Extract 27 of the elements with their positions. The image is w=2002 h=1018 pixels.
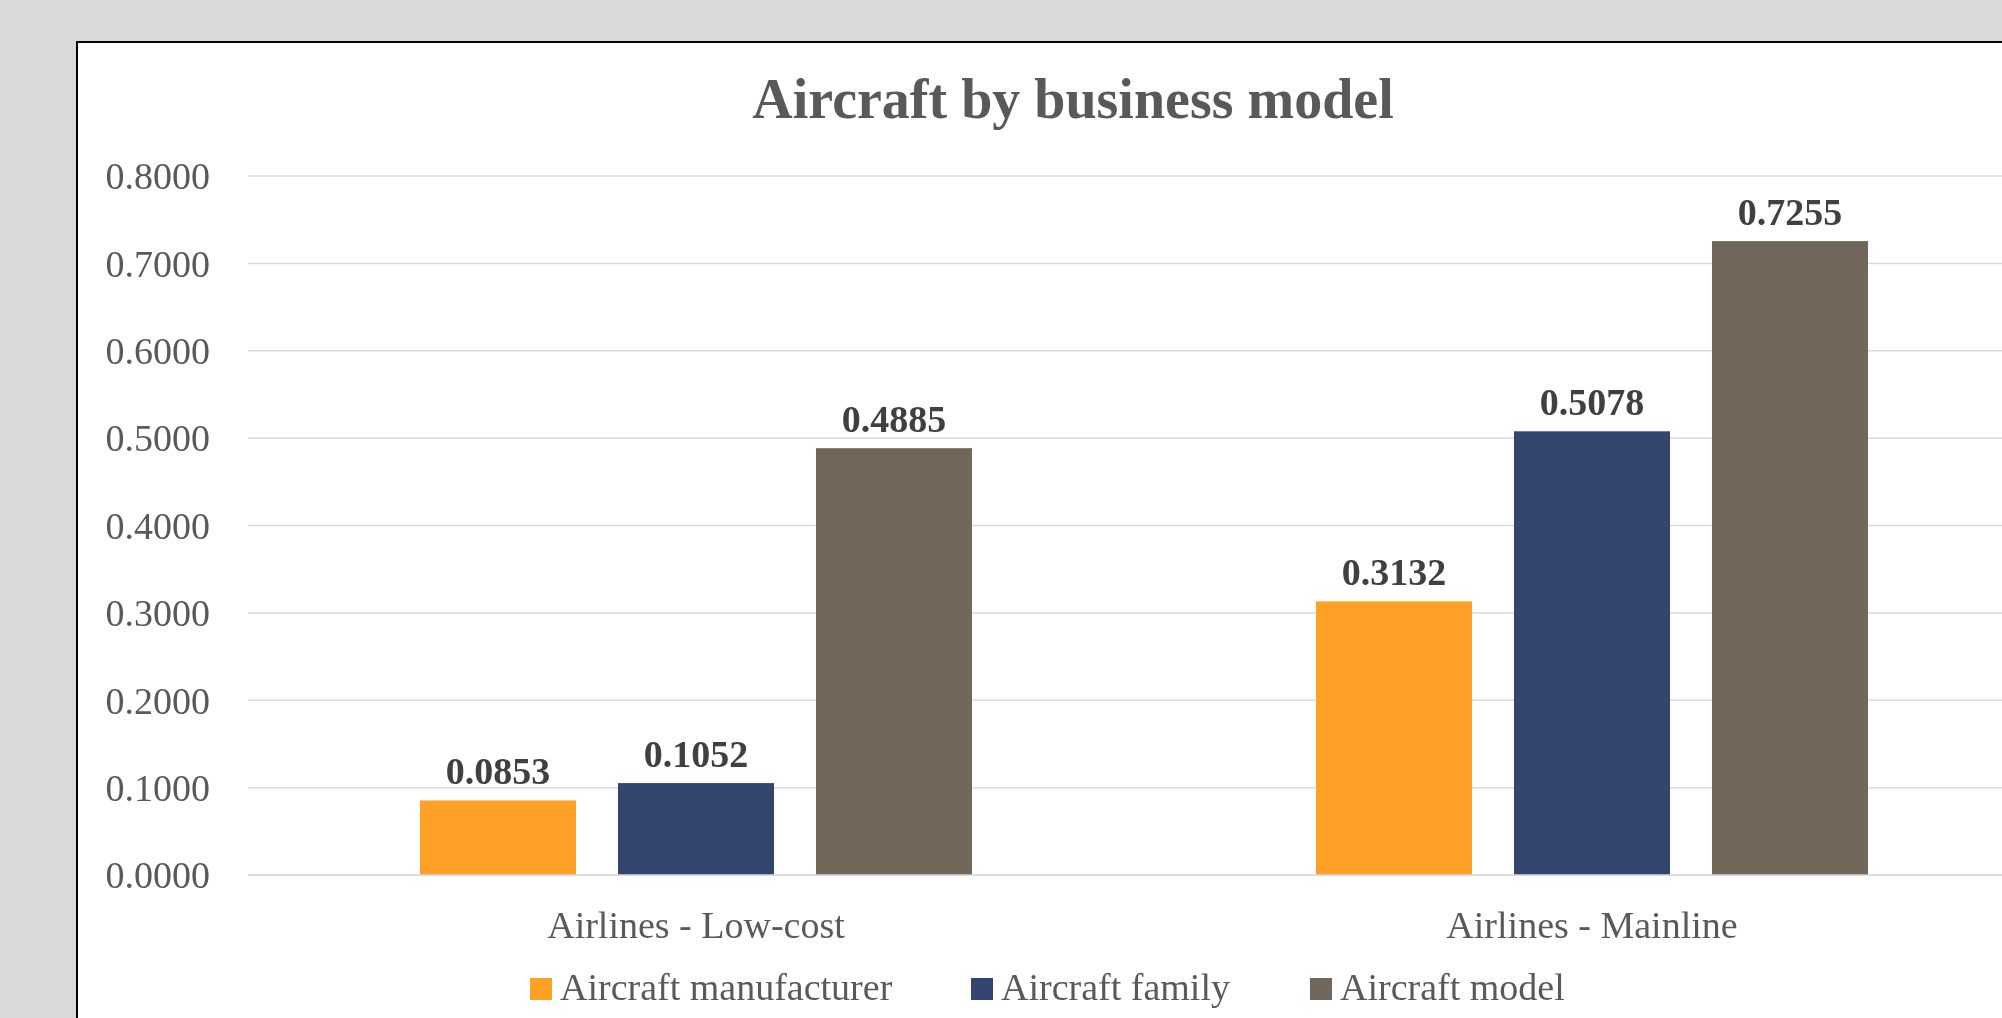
y-tick-label: 0.8000 xyxy=(105,155,210,198)
bar xyxy=(1712,241,1868,875)
text: 0.7255 xyxy=(1737,191,1843,234)
legend-label: Aircraft model xyxy=(1340,966,1565,1008)
text: 0.1052 xyxy=(643,733,749,776)
y-tick-label: 0.0000 xyxy=(105,854,210,897)
bar xyxy=(1316,601,1472,875)
legend-label: Aircraft manufacturer xyxy=(560,966,893,1008)
y-tick-label: 0.4000 xyxy=(105,504,210,547)
y-tick-label: 0.6000 xyxy=(105,330,210,373)
chart-title: Aircraft by business model xyxy=(752,68,1394,130)
bar xyxy=(618,783,774,875)
y-tick-label: 0.5000 xyxy=(105,417,210,460)
bar xyxy=(420,800,576,875)
bar xyxy=(816,448,972,875)
text: 0.0853 xyxy=(445,750,551,793)
bar xyxy=(1514,431,1670,875)
y-tick-label: 0.3000 xyxy=(105,592,210,635)
text: 0.3132 xyxy=(1341,551,1447,594)
y-tick-label: 0.1000 xyxy=(105,766,210,809)
x-tick-label: Airlines - Low-cost xyxy=(547,904,846,946)
text: 0.4885 xyxy=(841,398,947,441)
text: 0.5078 xyxy=(1539,381,1645,424)
y-tick-label: 0.7000 xyxy=(105,242,210,285)
y-tick-label: 0.2000 xyxy=(105,679,210,722)
x-tick-label: Airlines - Mainline xyxy=(1446,904,1738,946)
legend-label: Aircraft family xyxy=(1001,966,1230,1008)
